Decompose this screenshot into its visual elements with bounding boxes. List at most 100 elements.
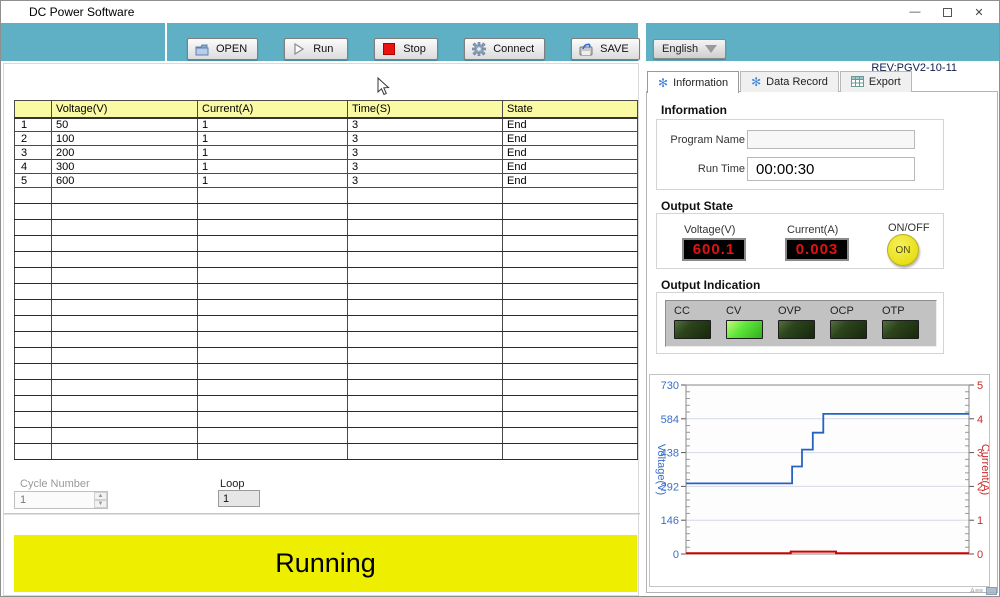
- table-cell[interactable]: 3: [347, 173, 503, 188]
- table-row-empty[interactable]: [14, 395, 638, 412]
- table-row-empty[interactable]: [14, 219, 638, 236]
- tray-icon: [986, 587, 997, 595]
- table-row-empty[interactable]: [14, 251, 638, 268]
- open-button[interactable]: OPEN: [187, 38, 259, 60]
- maximize-button[interactable]: [931, 1, 963, 23]
- program-panel: Voltage(V) Current(A) Time(S) State 1 50 1 3 End…: [3, 63, 640, 596]
- voltage-display: 600.1: [682, 238, 746, 261]
- svg-text:0: 0: [673, 549, 679, 561]
- table-row-empty[interactable]: [14, 347, 638, 364]
- table-cell[interactable]: 100: [51, 131, 198, 146]
- connect-button[interactable]: Connect: [464, 38, 546, 60]
- table-cell[interactable]: End: [502, 131, 638, 146]
- table-cell[interactable]: 3: [347, 131, 503, 146]
- program-name-input[interactable]: [747, 130, 915, 149]
- toolbar-buttons: OPEN Run Stop Connect SAVE: [187, 38, 640, 60]
- program-name-label: Program Name: [670, 134, 745, 146]
- table-cell[interactable]: 3: [347, 117, 503, 132]
- table-cell[interactable]: 3: [347, 145, 503, 160]
- table-row[interactable]: 5 600 1 3 End: [14, 173, 638, 188]
- table-row-empty[interactable]: [14, 363, 638, 380]
- loop-label: Loop: [220, 478, 245, 490]
- program-table[interactable]: Voltage(V) Current(A) Time(S) State 1 50 1 3 End…: [14, 100, 638, 460]
- table-row-empty[interactable]: [14, 443, 638, 460]
- table-row[interactable]: 4 300 1 3 End: [14, 159, 638, 174]
- maximize-icon: [942, 7, 952, 17]
- table-row-empty[interactable]: [14, 267, 638, 284]
- column-header[interactable]: State: [502, 100, 638, 119]
- ime-indicator: A≡≡: [970, 588, 983, 595]
- table-cell[interactable]: End: [502, 159, 638, 174]
- table-row-empty[interactable]: [14, 187, 638, 204]
- tab-export[interactable]: Export: [839, 71, 912, 92]
- tab-information[interactable]: ✻ Information: [647, 71, 740, 93]
- run-button[interactable]: Run: [284, 38, 349, 60]
- table-row-empty[interactable]: [14, 315, 638, 332]
- dropdown-arrow-icon: [705, 45, 717, 53]
- row-number: 3: [14, 145, 52, 160]
- table-cell[interactable]: 1: [197, 145, 348, 160]
- series-voltage: [686, 413, 969, 485]
- led-indicator-off: [830, 320, 867, 339]
- table-row[interactable]: 3 200 1 3 End: [14, 145, 638, 160]
- table-row-empty[interactable]: [14, 411, 638, 428]
- table-cell[interactable]: End: [502, 117, 638, 132]
- row-number: 4: [14, 159, 52, 174]
- mouse-cursor: [377, 77, 390, 96]
- toolbar: OPEN Run Stop Connect SAVE English REV:PGV2-…: [1, 23, 999, 74]
- table-row[interactable]: 2 100 1 3 End: [14, 131, 638, 146]
- output-indication-group: CC CV OVP OCP OTP: [656, 292, 944, 354]
- row-number: 1: [14, 117, 52, 132]
- save-button[interactable]: SAVE: [571, 38, 640, 60]
- table-cell[interactable]: 1: [197, 173, 348, 188]
- snowflake-icon: ✻: [751, 75, 762, 89]
- table-cell[interactable]: 1: [197, 159, 348, 174]
- tab-data-record[interactable]: ✻ Data Record: [740, 71, 839, 92]
- table-row-empty[interactable]: [14, 235, 638, 252]
- table-cell[interactable]: 3: [347, 159, 503, 174]
- loop-input[interactable]: 1: [218, 490, 260, 507]
- table-cell[interactable]: 300: [51, 159, 198, 174]
- cycle-number-input[interactable]: 1: [14, 491, 108, 509]
- stepper-up-icon[interactable]: ▲: [94, 492, 107, 500]
- table-cell[interactable]: 200: [51, 145, 198, 160]
- table-row-empty[interactable]: [14, 331, 638, 348]
- table-cell[interactable]: End: [502, 145, 638, 160]
- window-title: DC Power Software: [29, 5, 135, 19]
- column-header[interactable]: Voltage(V): [51, 100, 198, 119]
- svg-text:292: 292: [661, 481, 679, 493]
- language-dropdown[interactable]: English: [653, 39, 726, 59]
- cycle-number-stepper[interactable]: ▲ ▼: [94, 492, 107, 508]
- table-row-empty[interactable]: [14, 427, 638, 444]
- table-cell[interactable]: End: [502, 173, 638, 188]
- table-cell[interactable]: 1: [197, 117, 348, 132]
- column-header[interactable]: Time(S): [347, 100, 503, 119]
- table-row[interactable]: 1 50 1 3 End: [14, 117, 638, 132]
- table-cell[interactable]: 1: [197, 131, 348, 146]
- table-cell[interactable]: 50: [51, 117, 198, 132]
- column-header[interactable]: Current(A): [197, 100, 348, 119]
- divider: [4, 513, 640, 515]
- information-group: Program Name Run Time 00:00:30: [656, 119, 944, 190]
- table-row-empty[interactable]: [14, 283, 638, 300]
- output-state-group: Voltage(V) 600.1 Current(A) 0.003 ON/OFF…: [656, 213, 944, 269]
- close-button[interactable]: ✕: [974, 6, 984, 19]
- led-otp: OTP: [882, 305, 926, 339]
- gear-icon: [471, 42, 487, 56]
- minimize-button[interactable]: —: [909, 6, 921, 18]
- svg-text:0: 0: [977, 549, 983, 561]
- language-label: English: [662, 43, 699, 55]
- left-axis-label: Voltage(V): [655, 444, 667, 495]
- row-number: 5: [14, 173, 52, 188]
- table-icon: [850, 75, 864, 89]
- table-row-empty[interactable]: [14, 203, 638, 220]
- table-cell[interactable]: 600: [51, 173, 198, 188]
- toolbar-separator: [638, 23, 646, 61]
- current-display-label: Current(A): [787, 224, 839, 236]
- svg-text:2: 2: [977, 481, 983, 493]
- output-on-button[interactable]: ON: [887, 234, 919, 266]
- stepper-down-icon[interactable]: ▼: [94, 500, 107, 508]
- table-row-empty[interactable]: [14, 299, 638, 316]
- stop-button[interactable]: Stop: [374, 38, 439, 60]
- table-row-empty[interactable]: [14, 379, 638, 396]
